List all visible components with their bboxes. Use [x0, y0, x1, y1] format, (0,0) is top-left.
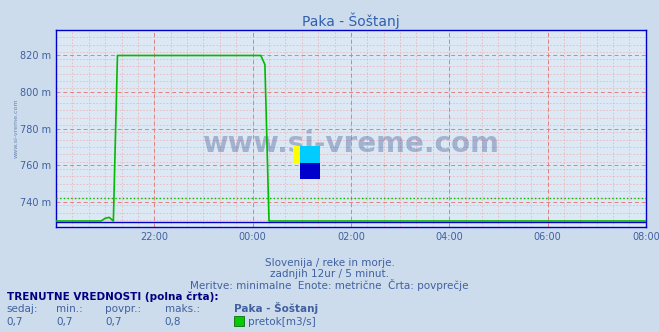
- Text: 0,8: 0,8: [165, 317, 181, 327]
- Text: www.si-vreme.com: www.si-vreme.com: [13, 99, 18, 158]
- Polygon shape: [300, 146, 320, 179]
- Text: zadnjih 12ur / 5 minut.: zadnjih 12ur / 5 minut.: [270, 269, 389, 279]
- Text: maks.:: maks.:: [165, 304, 200, 314]
- Text: 0,7: 0,7: [105, 317, 122, 327]
- Text: TRENUTNE VREDNOSTI (polna črta):: TRENUTNE VREDNOSTI (polna črta):: [7, 291, 218, 302]
- Text: www.si-vreme.com: www.si-vreme.com: [202, 130, 500, 158]
- Text: Paka - Šoštanj: Paka - Šoštanj: [234, 302, 318, 314]
- Polygon shape: [293, 146, 306, 163]
- Title: Paka - Šoštanj: Paka - Šoštanj: [302, 12, 400, 29]
- Text: 0,7: 0,7: [56, 317, 72, 327]
- Polygon shape: [300, 163, 320, 179]
- Text: povpr.:: povpr.:: [105, 304, 142, 314]
- Text: sedaj:: sedaj:: [7, 304, 38, 314]
- Text: Slovenija / reke in morje.: Slovenija / reke in morje.: [264, 258, 395, 268]
- Text: min.:: min.:: [56, 304, 83, 314]
- Text: Meritve: minimalne  Enote: metrične  Črta: povprečje: Meritve: minimalne Enote: metrične Črta:…: [190, 279, 469, 291]
- Text: 0,7: 0,7: [7, 317, 23, 327]
- Text: pretok[m3/s]: pretok[m3/s]: [248, 317, 316, 327]
